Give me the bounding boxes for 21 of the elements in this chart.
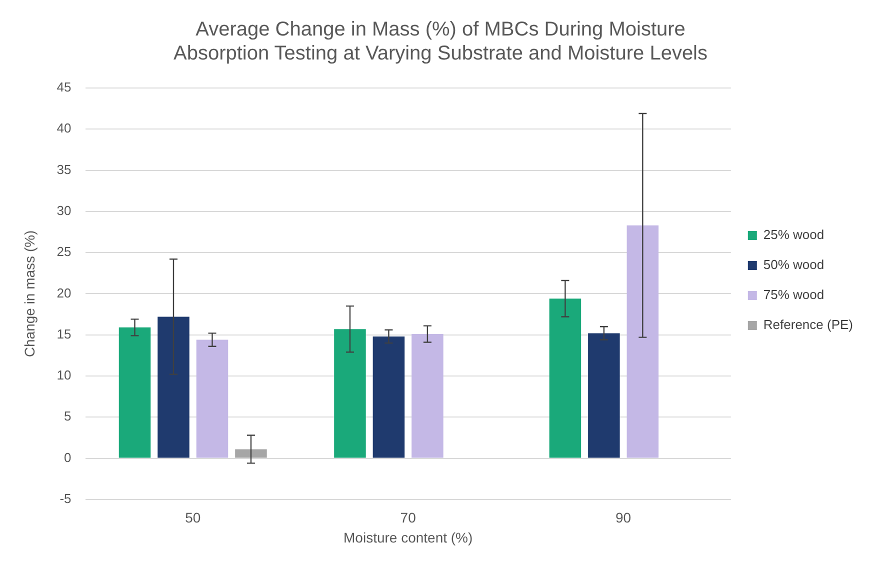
y-tick-label: -5 [60, 490, 72, 506]
legend-label: 25% wood [763, 227, 824, 242]
y-tick-label: 10 [56, 368, 72, 383]
x-tick-label: 70 [400, 510, 416, 526]
y-tick-label: 30 [56, 203, 72, 218]
y-tick-label: 45 [56, 80, 72, 95]
y-tick-label: 0 [64, 450, 72, 465]
y-tick-label: 40 [56, 120, 72, 136]
chart-title: Average Change in Mass (%) of MBCs During Moisture Absorption Testing at Varying Substrate and Moisture Levels [173, 18, 708, 65]
y-tick-label: 35 [56, 162, 72, 177]
legend-label: 50% wood [763, 257, 824, 272]
legend-label: Reference (PE) [763, 317, 854, 332]
x-tick-label: 90 [616, 510, 632, 526]
y-tick-label: 5 [64, 408, 72, 424]
y-axis-title: Change in mass (%) [21, 230, 38, 358]
x-tick-label: 50 [185, 510, 201, 526]
y-tick-label: 15 [56, 326, 72, 342]
legend-label: 75% wood [763, 287, 824, 302]
y-tick-label: 25 [56, 244, 72, 260]
x-axis-title: Moisture content (%) [344, 529, 473, 546]
y-tick-label: 20 [56, 285, 72, 300]
